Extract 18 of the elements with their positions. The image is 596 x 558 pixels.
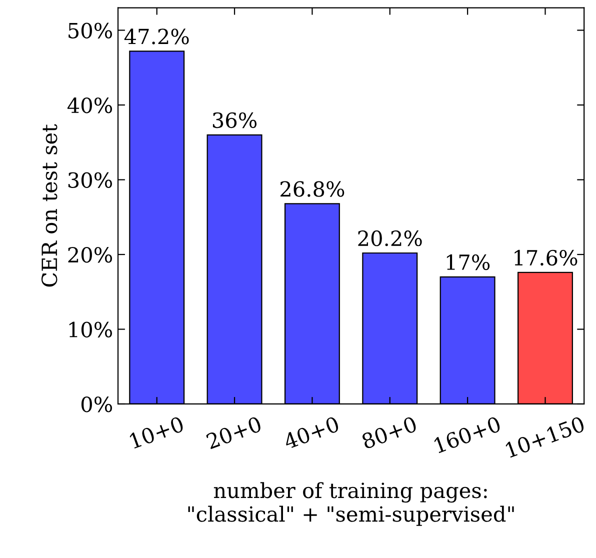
y-tick-label: 20% [68, 246, 112, 263]
data-label: 26.8% [280, 181, 344, 197]
data-label: 20.2% [358, 230, 422, 246]
x-tick-label: 10+0 [129, 416, 184, 449]
y-axis-title: CER on test set [41, 124, 58, 287]
y-tick-label: 10% [69, 322, 112, 338]
x-tick-label: 40+0 [282, 416, 340, 450]
data-label: 17% [446, 254, 490, 270]
y-tick-label: 0% [81, 396, 112, 412]
y-tick-label: 40% [67, 97, 112, 114]
data-label: 17.6% [514, 250, 578, 266]
x-axis-title: number of training pages: "classical" + "semi-supervised" [188, 482, 514, 526]
x-tick-label: 80+0 [360, 416, 418, 450]
y-tick-label: 50% [68, 22, 112, 38]
x-tick-label: 20+0 [206, 416, 262, 450]
data-label: 36% [212, 112, 257, 128]
y-tick-label: 30% [68, 172, 112, 188]
data-label: 47.2% [124, 28, 189, 44]
